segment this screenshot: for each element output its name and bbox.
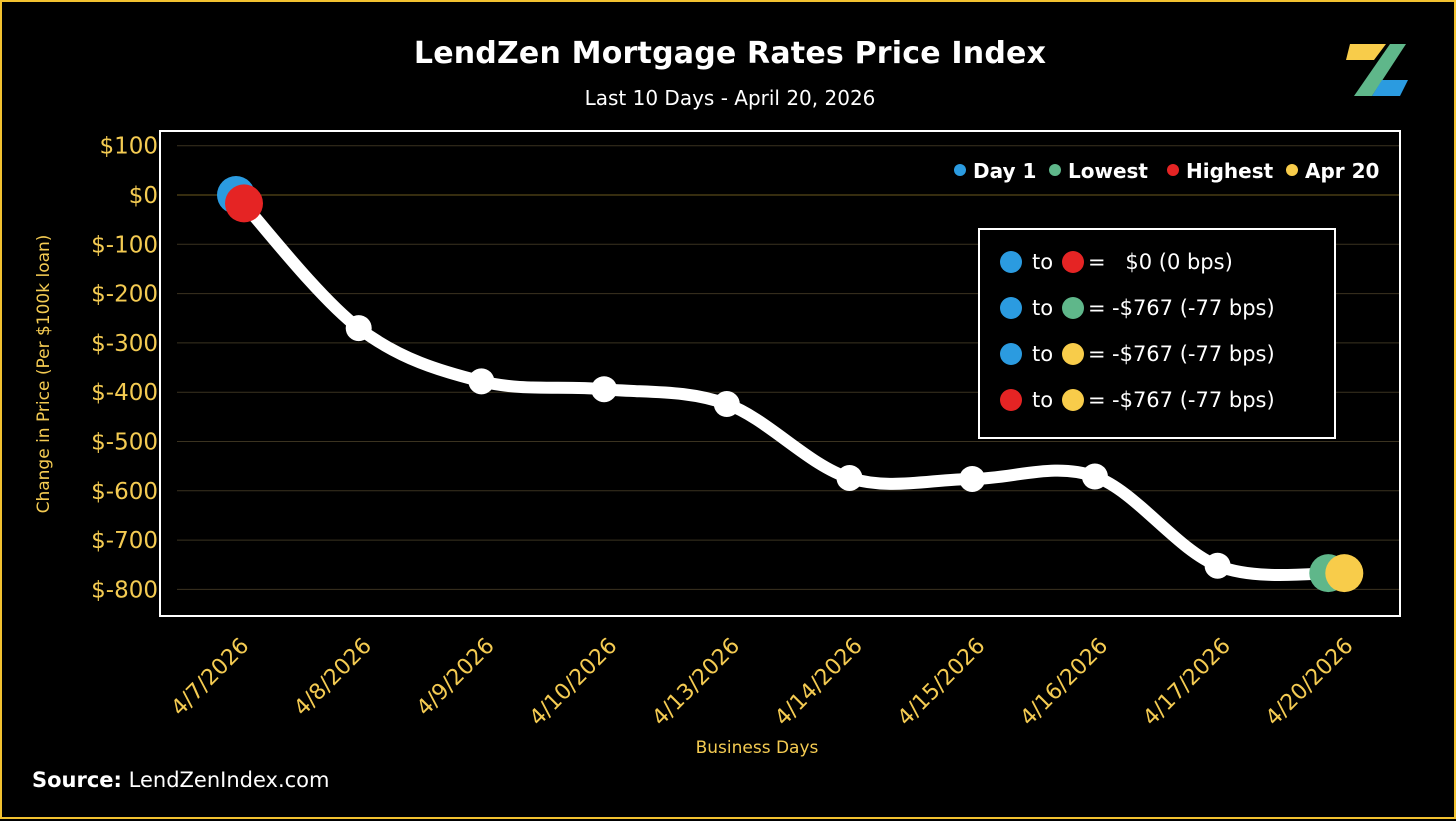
from-dot-icon xyxy=(1000,297,1022,319)
x-tick-label: 4/9/2026 xyxy=(412,634,500,722)
x-tick-label: 4/17/2026 xyxy=(1138,634,1235,731)
y-tick-label: $-100 xyxy=(91,232,158,258)
series-line xyxy=(230,189,1347,582)
to-dot-icon xyxy=(1062,343,1084,365)
x-tick-label: 4/16/2026 xyxy=(1016,634,1113,731)
data-point xyxy=(959,465,986,492)
y-axis-label: Change in Price (Per $100k loan) xyxy=(34,235,54,514)
legend-label: Lowest xyxy=(1068,159,1148,183)
legend-dot-icon xyxy=(1049,164,1061,176)
x-tick-label: 4/8/2026 xyxy=(289,634,377,722)
y-tick-label: $100 xyxy=(99,134,158,160)
x-tick-label: 4/7/2026 xyxy=(167,634,255,722)
x-tick-label: 4/15/2026 xyxy=(893,634,990,731)
x-tick-label: 4/13/2026 xyxy=(648,634,745,731)
comparison-to: to xyxy=(1032,342,1054,366)
lendzen-logo-icon xyxy=(1346,44,1408,96)
y-tick-label: $-400 xyxy=(91,380,158,406)
source-label: Source: xyxy=(32,768,122,792)
chart-subtitle: Last 10 Days - April 20, 2026 xyxy=(584,86,876,110)
from-dot-icon xyxy=(1000,343,1022,365)
y-tick-label: $-600 xyxy=(91,479,158,505)
source-text: LendZenIndex.com xyxy=(128,768,330,792)
legend-label: Apr 20 xyxy=(1305,159,1379,183)
highlight-markers xyxy=(217,176,1364,593)
comparison-value: -$767 (-77 bps) xyxy=(1112,296,1275,320)
data-point xyxy=(345,315,372,342)
y-tick-label: $-500 xyxy=(91,430,158,456)
comparison-value: -$767 (-77 bps) xyxy=(1112,388,1275,412)
to-dot-icon xyxy=(1062,297,1084,319)
comparison-to: to xyxy=(1032,388,1054,412)
chart-title: LendZen Mortgage Rates Price Index xyxy=(413,36,1047,71)
data-point xyxy=(591,376,618,403)
comparison-row: to = -$767 (-77 bps) xyxy=(1000,339,1275,369)
comparison-to: to xyxy=(1032,296,1054,320)
y-tick-label: $-200 xyxy=(91,282,158,308)
data-point xyxy=(1204,552,1231,579)
comparison-row: to = -$767 (-77 bps) xyxy=(1000,293,1275,323)
y-tick-label: $-300 xyxy=(91,331,158,357)
comparison-value: $0 (0 bps) xyxy=(1112,250,1233,274)
marker-highest xyxy=(225,184,263,223)
legend-dot-icon xyxy=(1167,164,1179,176)
comparison-to: to xyxy=(1032,250,1054,274)
y-tick-label: $-700 xyxy=(91,528,158,554)
x-tick-label: 4/20/2026 xyxy=(1261,634,1358,731)
comparison-value: -$767 (-77 bps) xyxy=(1112,342,1275,366)
comparison-equals: = xyxy=(1088,342,1106,366)
legend-dot-icon xyxy=(954,164,966,176)
comparison-row: to = -$767 (-77 bps) xyxy=(1000,385,1275,415)
comparison-row: to = $0 (0 bps) xyxy=(1000,247,1233,277)
x-axis-label: Business Days xyxy=(696,738,819,758)
legend-label: Highest xyxy=(1186,159,1274,183)
comparison-equals: = xyxy=(1088,250,1106,274)
plot-area xyxy=(159,130,1401,617)
comparison-equals: = xyxy=(1088,388,1106,412)
data-point xyxy=(1081,463,1108,490)
y-axis-ticks: $100 $0 $-100 $-200 $-300 $-400 $-500 $-600 $-70… xyxy=(91,134,158,604)
marker-apr-20 xyxy=(1325,554,1364,593)
y-tick-label: $-800 xyxy=(91,577,158,603)
legend-label: Day 1 xyxy=(973,159,1036,183)
data-point xyxy=(836,464,863,491)
from-dot-icon xyxy=(1000,389,1022,411)
x-axis-ticks: 4/7/2026 4/8/2026 4/9/2026 4/10/2026 4/13/20… xyxy=(167,634,1359,731)
x-tick-label: 4/10/2026 xyxy=(525,634,622,731)
comparison-box: to = $0 (0 bps) to = -$767 (-77 bps) to … xyxy=(978,228,1336,439)
source-note: Source: LendZenIndex.com xyxy=(32,768,329,792)
from-dot-icon xyxy=(1000,251,1022,273)
data-point xyxy=(713,391,740,418)
to-dot-icon xyxy=(1062,389,1084,411)
y-tick-label: $0 xyxy=(129,183,158,209)
comparison-equals: = xyxy=(1088,296,1106,320)
x-tick-label: 4/14/2026 xyxy=(770,634,867,731)
data-point xyxy=(468,368,495,395)
legend-dot-icon xyxy=(1286,164,1298,176)
to-dot-icon xyxy=(1062,251,1084,273)
legend: Day 1 Lowest Highest Apr 20 xyxy=(954,159,1379,183)
